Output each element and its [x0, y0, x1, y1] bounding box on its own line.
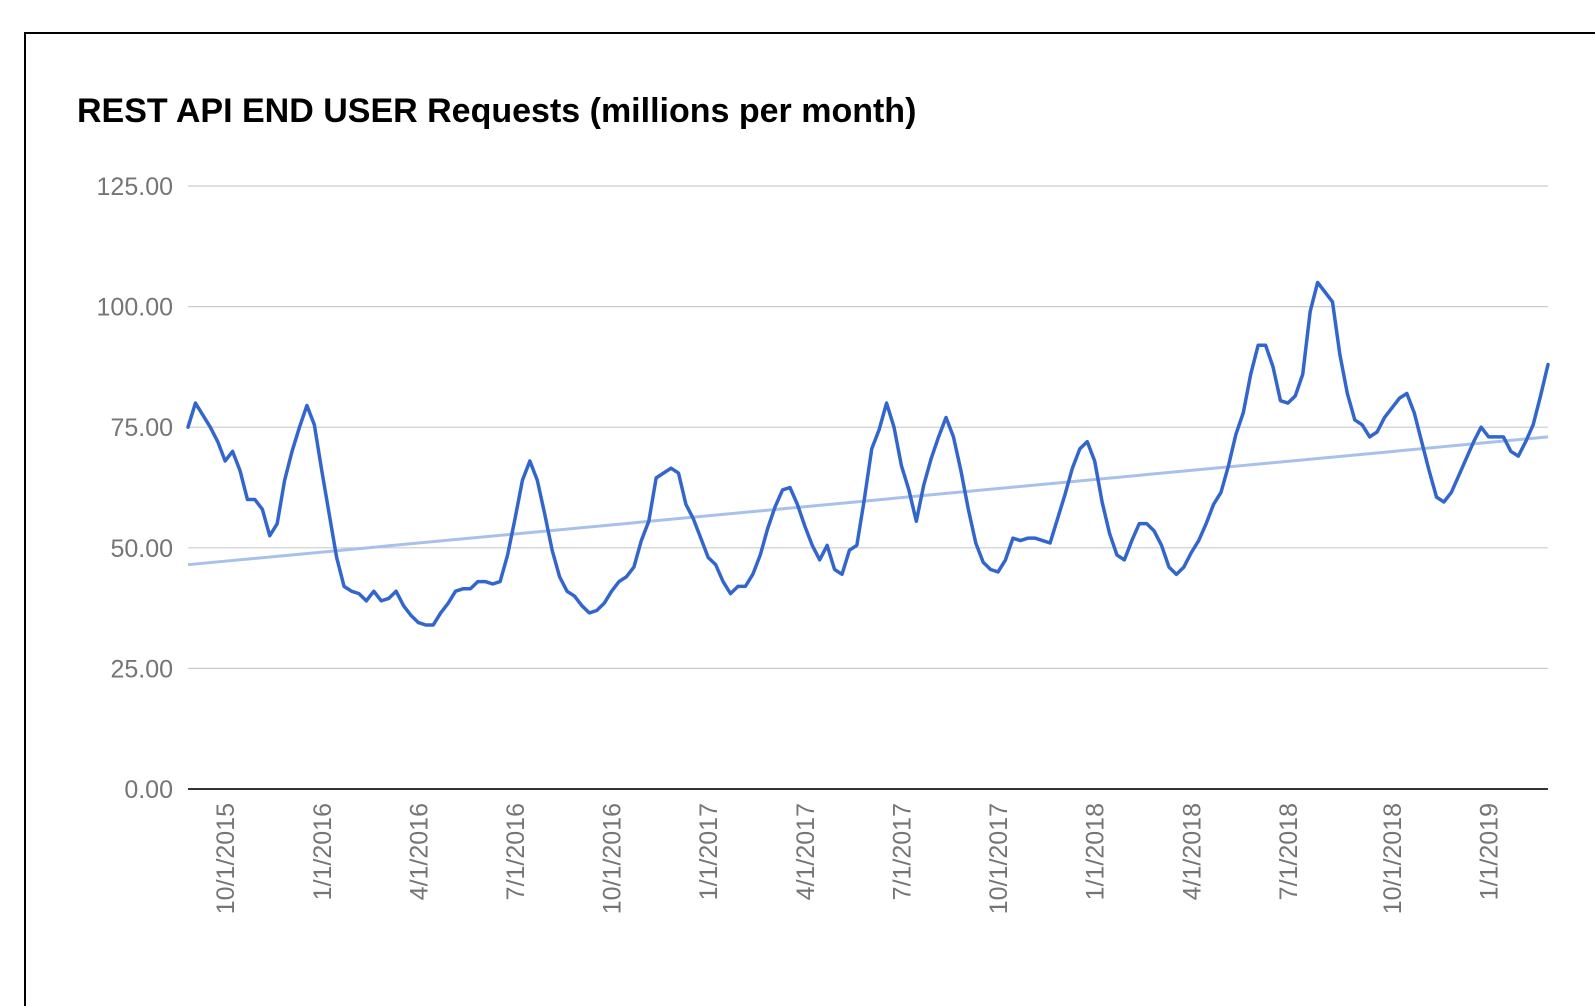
data-line — [186, 280, 1550, 627]
x-tick-label: 4/1/2018 — [1178, 803, 1206, 900]
x-tick-label: 7/1/2017 — [888, 803, 916, 900]
x-tick-label: 10/1/2015 — [212, 803, 240, 914]
x-tick-label: 10/1/2017 — [985, 803, 1013, 914]
y-tick-label: 125.00 — [97, 173, 173, 201]
y-tick-label: 75.00 — [110, 414, 173, 442]
x-tick-label: 4/1/2016 — [405, 803, 433, 900]
x-tick-label: 1/1/2016 — [309, 803, 337, 900]
plot — [186, 280, 1550, 627]
y-tick-label: 0.00 — [124, 776, 173, 804]
y-tick-label: 100.00 — [97, 294, 173, 322]
chart-title: REST API END USER Requests (millions per… — [77, 92, 916, 130]
x-tick-label: 7/1/2018 — [1275, 803, 1303, 900]
x-tick-label: 1/1/2018 — [1082, 803, 1110, 900]
chart-border — [24, 32, 1595, 1006]
x-tick-label: 10/1/2018 — [1379, 803, 1407, 914]
x-tick-label: 1/1/2019 — [1476, 803, 1504, 900]
x-tick-label: 10/1/2016 — [599, 803, 627, 914]
grid — [188, 185, 1548, 790]
axis-labels: 0.00 25.00 50.00 75.00 100.00 125.00 10/1/2015… — [97, 173, 1504, 914]
trendline — [187, 435, 1549, 567]
x-tick-label: 4/1/2017 — [792, 803, 820, 900]
y-tick-label: 50.00 — [110, 535, 173, 563]
x-tick-label: 7/1/2016 — [502, 803, 530, 900]
y-tick-label: 25.00 — [110, 655, 173, 683]
x-tick-label: 1/1/2017 — [695, 803, 723, 900]
